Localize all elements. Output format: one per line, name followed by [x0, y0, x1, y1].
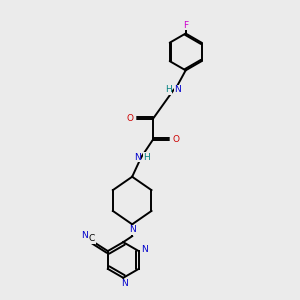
Text: N: N — [134, 153, 141, 162]
Text: N: N — [122, 279, 128, 288]
Text: N: N — [141, 245, 148, 254]
Text: O: O — [172, 135, 179, 144]
Text: H: H — [143, 153, 150, 162]
Text: O: O — [127, 114, 134, 123]
Text: C: C — [89, 234, 95, 243]
Text: N: N — [82, 231, 88, 240]
Text: H: H — [165, 85, 172, 94]
Text: N: N — [174, 85, 181, 94]
Text: N: N — [129, 225, 136, 234]
Text: F: F — [183, 21, 188, 30]
